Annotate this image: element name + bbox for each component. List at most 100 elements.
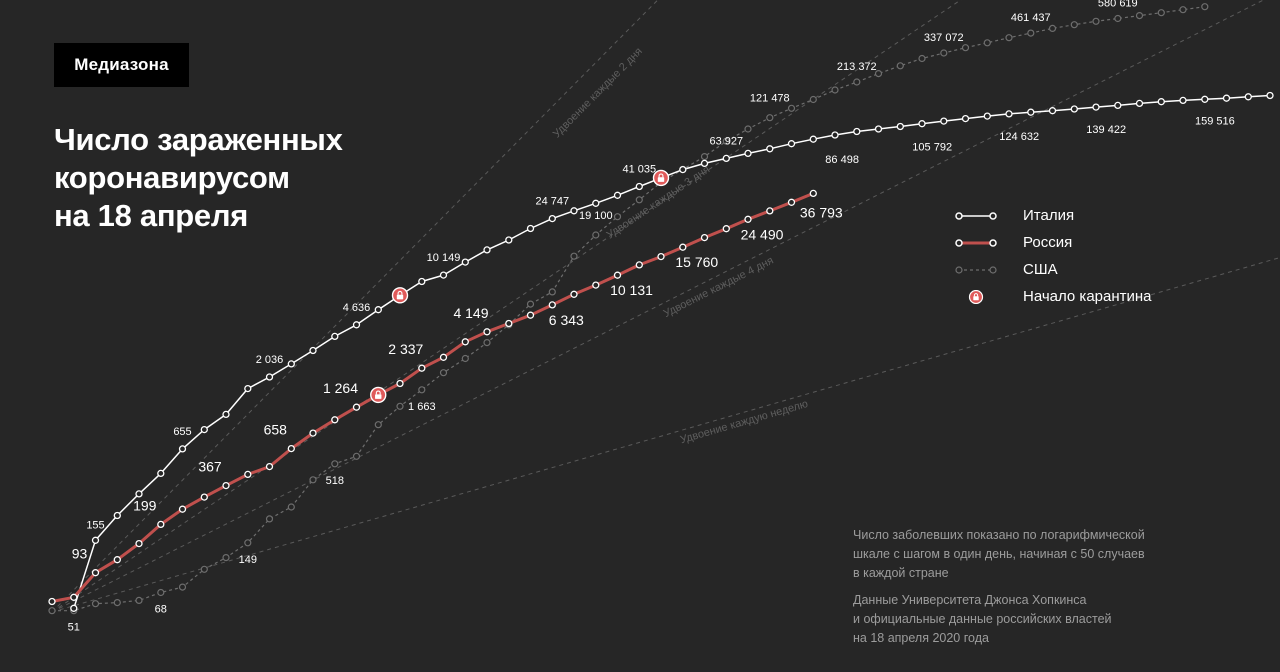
data-label-italy: 86 498 (825, 154, 859, 166)
note-line: на 18 апреля 2020 года (853, 631, 989, 645)
data-point-italy (157, 469, 165, 478)
data-point-italy (526, 224, 535, 233)
data-point-usa (461, 354, 469, 363)
data-point-italy (244, 384, 252, 393)
data-point-italy (1114, 101, 1122, 110)
data-point-italy (418, 277, 426, 286)
lockdown-lock-icon (370, 386, 387, 404)
data-point-russia (526, 311, 535, 319)
data-point-italy (613, 191, 622, 199)
doubling-guide-line (51, 0, 659, 613)
data-point-russia (244, 470, 252, 479)
data-point-usa (48, 607, 56, 615)
data-point-russia (157, 520, 165, 529)
data-point-russia (722, 225, 730, 233)
data-point-italy (961, 114, 970, 123)
data-point-italy (940, 117, 948, 125)
data-label-usa: 213 372 (837, 61, 877, 73)
legend-label: Италия (1023, 207, 1075, 224)
method-note: Число заболевших показано по логарифмиче… (853, 526, 1193, 583)
data-point-usa (418, 386, 426, 394)
data-point-usa (744, 125, 752, 133)
data-label-usa: 580 619 (1098, 0, 1138, 10)
note-line: и официальные данные российских властей (853, 612, 1112, 626)
data-point-italy (483, 246, 491, 254)
data-point-usa (809, 95, 817, 104)
data-point-usa (526, 300, 535, 308)
data-point-russia (700, 233, 709, 242)
lock-icon (968, 289, 984, 304)
data-label-italy: 159 516 (1195, 115, 1235, 127)
data-point-italy (1201, 95, 1209, 103)
data-point-italy (331, 332, 339, 341)
data-point-usa (200, 565, 208, 573)
data-point-russia (570, 290, 578, 298)
data-point-usa (1005, 34, 1013, 42)
data-point-usa (91, 600, 100, 608)
data-point-usa (439, 369, 448, 377)
chart-notes: Число заболевших показано по логарифмиче… (853, 526, 1193, 656)
data-point-russia (809, 189, 817, 198)
doubling-guide-line (51, 257, 1280, 613)
data-label-russia: 199 (133, 497, 157, 513)
data-labels: 51 68 149 518 1 663 19 100 121 478 213 372 337 0… (68, 0, 1235, 634)
data-point-italy (1222, 94, 1231, 102)
data-point-usa (874, 69, 883, 78)
lock-icon-shackle (397, 290, 403, 295)
data-point-usa (1157, 9, 1165, 17)
data-label-russia: 24 490 (741, 226, 784, 242)
data-label-italy: 655 (173, 426, 191, 438)
legend-swatch-usa (955, 265, 997, 274)
data-point-usa (483, 339, 491, 347)
source-note: Данные Университета Джонса Хопкинса и оф… (853, 591, 1193, 648)
data-label-russia: 36 793 (800, 204, 843, 220)
data-point-russia (461, 338, 469, 346)
legend-label: Россия (1023, 234, 1073, 251)
data-point-usa (222, 553, 230, 562)
data-point-usa (613, 213, 622, 221)
data-label-russia: 6 343 (549, 312, 584, 328)
data-point-italy (700, 159, 709, 168)
chart-title-line: Число зараженных (54, 122, 343, 157)
data-label-italy: 124 632 (999, 131, 1039, 143)
data-point-russia (287, 444, 295, 453)
data-label-russia: 93 (72, 546, 88, 562)
doubling-guide-label: Удвоение каждую неделю (679, 398, 810, 446)
data-point-italy (1157, 98, 1165, 106)
data-point-italy (896, 122, 904, 131)
legend-label: США (1023, 261, 1058, 278)
data-label-italy: 105 792 (912, 142, 952, 154)
lock-icon-body (657, 177, 665, 182)
data-point-usa (1114, 14, 1122, 23)
data-point-russia (309, 429, 317, 437)
lock-icon-shackle (375, 390, 381, 395)
data-point-usa (766, 114, 774, 122)
legend-item-lockdown: Начало карантина (955, 283, 1195, 310)
data-point-russia (548, 301, 556, 309)
data-label-usa: 149 (239, 554, 257, 566)
data-point-russia (613, 271, 622, 279)
data-point-italy (548, 214, 556, 223)
legend-swatch-russia (955, 238, 997, 247)
data-label-russia: 10 131 (610, 282, 653, 298)
data-point-italy (918, 120, 926, 128)
legend-item-russia: Россия (955, 229, 1195, 256)
data-point-italy (809, 135, 817, 143)
data-point-russia (331, 416, 339, 424)
data-point-usa (592, 231, 600, 239)
data-point-russia (396, 379, 404, 388)
lockdown-markers (370, 169, 670, 404)
data-point-italy (505, 236, 513, 244)
data-point-russia (635, 261, 643, 269)
data-point-italy (113, 511, 121, 520)
data-point-usa (287, 503, 295, 511)
data-label-italy: 24 747 (535, 196, 569, 208)
data-point-russia (91, 569, 100, 577)
data-point-usa (352, 452, 361, 460)
data-point-italy (831, 131, 839, 139)
data-label-italy: 63 927 (709, 135, 743, 147)
data-point-usa (853, 78, 861, 86)
data-point-usa (1027, 29, 1035, 37)
data-point-usa (1135, 12, 1144, 20)
